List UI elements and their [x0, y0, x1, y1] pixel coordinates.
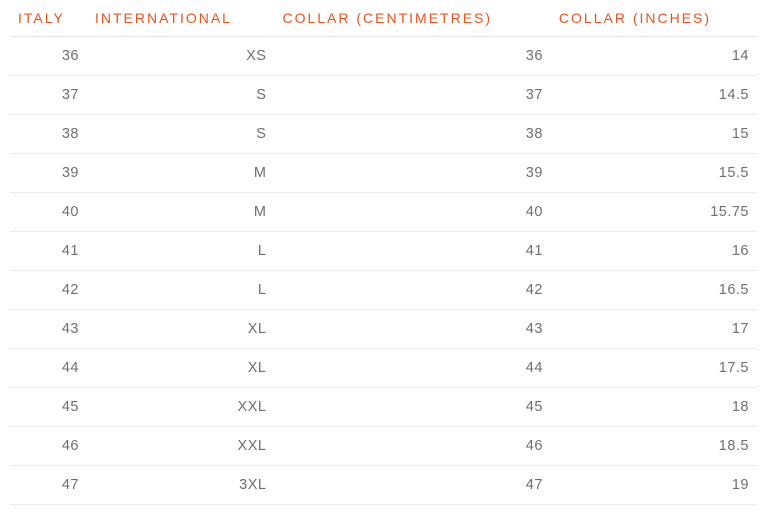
col-header-international: INTERNATIONAL [87, 6, 274, 37]
cell-international: S [87, 115, 274, 154]
cell-international: L [87, 271, 274, 310]
size-table: ITALY INTERNATIONAL COLLAR (CENTIMETRES)… [10, 6, 757, 505]
cell-collar-cm: 46 [274, 427, 550, 466]
cell-collar-in: 18 [551, 388, 757, 427]
table-body: 36 XS 36 14 37 S 37 14.5 38 S 38 15 39 M… [10, 37, 757, 505]
cell-international: L [87, 232, 274, 271]
cell-collar-in: 19 [551, 466, 757, 505]
cell-collar-in: 16.5 [551, 271, 757, 310]
cell-collar-in: 14 [551, 37, 757, 76]
cell-international: M [87, 154, 274, 193]
cell-collar-in: 14.5 [551, 76, 757, 115]
cell-international: M [87, 193, 274, 232]
cell-italy: 42 [10, 271, 87, 310]
cell-italy: 46 [10, 427, 87, 466]
table-row: 45 XXL 45 18 [10, 388, 757, 427]
cell-collar-cm: 44 [274, 349, 550, 388]
cell-italy: 40 [10, 193, 87, 232]
cell-collar-in: 18.5 [551, 427, 757, 466]
cell-italy: 44 [10, 349, 87, 388]
table-row: 44 XL 44 17.5 [10, 349, 757, 388]
cell-international: XS [87, 37, 274, 76]
cell-italy: 37 [10, 76, 87, 115]
table-row: 46 XXL 46 18.5 [10, 427, 757, 466]
cell-collar-cm: 47 [274, 466, 550, 505]
cell-international: XL [87, 349, 274, 388]
cell-international: XXL [87, 427, 274, 466]
cell-collar-cm: 45 [274, 388, 550, 427]
table-row: 37 S 37 14.5 [10, 76, 757, 115]
table-row: 42 L 42 16.5 [10, 271, 757, 310]
size-table-container: ITALY INTERNATIONAL COLLAR (CENTIMETRES)… [0, 0, 767, 515]
col-header-italy: ITALY [10, 6, 87, 37]
cell-collar-cm: 39 [274, 154, 550, 193]
col-header-collar-cm: COLLAR (CENTIMETRES) [274, 6, 550, 37]
cell-collar-cm: 37 [274, 76, 550, 115]
cell-italy: 39 [10, 154, 87, 193]
cell-italy: 45 [10, 388, 87, 427]
table-row: 39 M 39 15.5 [10, 154, 757, 193]
cell-collar-in: 17 [551, 310, 757, 349]
table-row: 40 M 40 15.75 [10, 193, 757, 232]
cell-collar-cm: 40 [274, 193, 550, 232]
cell-italy: 47 [10, 466, 87, 505]
cell-collar-in: 15 [551, 115, 757, 154]
cell-collar-in: 15.5 [551, 154, 757, 193]
cell-collar-in: 16 [551, 232, 757, 271]
cell-collar-cm: 42 [274, 271, 550, 310]
col-header-collar-in: COLLAR (INCHES) [551, 6, 757, 37]
cell-international: XL [87, 310, 274, 349]
cell-collar-cm: 41 [274, 232, 550, 271]
cell-international: XXL [87, 388, 274, 427]
cell-italy: 43 [10, 310, 87, 349]
cell-italy: 38 [10, 115, 87, 154]
cell-international: S [87, 76, 274, 115]
table-row: 41 L 41 16 [10, 232, 757, 271]
cell-italy: 36 [10, 37, 87, 76]
cell-italy: 41 [10, 232, 87, 271]
cell-collar-in: 17.5 [551, 349, 757, 388]
table-row: 38 S 38 15 [10, 115, 757, 154]
table-row: 36 XS 36 14 [10, 37, 757, 76]
cell-collar-cm: 36 [274, 37, 550, 76]
cell-collar-cm: 38 [274, 115, 550, 154]
cell-international: 3XL [87, 466, 274, 505]
cell-collar-in: 15.75 [551, 193, 757, 232]
table-row: 47 3XL 47 19 [10, 466, 757, 505]
table-row: 43 XL 43 17 [10, 310, 757, 349]
cell-collar-cm: 43 [274, 310, 550, 349]
header-row: ITALY INTERNATIONAL COLLAR (CENTIMETRES)… [10, 6, 757, 37]
